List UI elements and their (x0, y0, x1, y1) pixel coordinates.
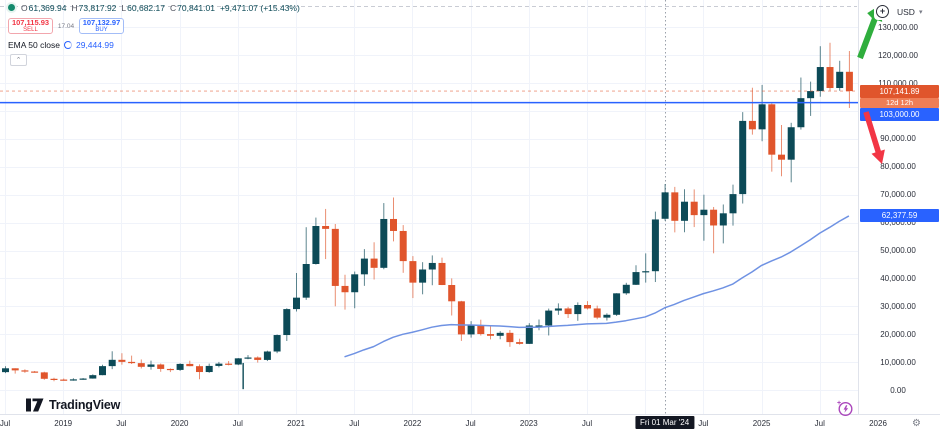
current-price-label: 107,141.89 (860, 84, 939, 98)
price-tick-label: 0.00 (890, 385, 906, 395)
high-value: 73,817.92 (78, 2, 117, 13)
trade-panel: 107,115.93 SELL 17.04 107,132.97 BUY (8, 18, 124, 34)
change-value: +9,471.07 (+15.43%) (219, 2, 300, 13)
time-tick-label: Jul (116, 419, 127, 428)
close-label: C (169, 2, 177, 13)
tradingview-attribution[interactable]: TradingView (26, 398, 120, 412)
price-tick-label: 120,000.00 (877, 50, 919, 60)
gear-icon[interactable]: ⚙ (912, 418, 921, 429)
time-tick-label: 2026 (869, 419, 887, 428)
plus-circle-icon: + (876, 5, 889, 18)
ema-price-label: 62,377.59 (860, 209, 939, 223)
chevron-up-icon: ⌃ (15, 57, 22, 64)
price-tick-label: 30,000.00 (880, 301, 916, 311)
ema-title: EMA 50 close (8, 40, 60, 50)
currency-dropdown[interactable]: USD ▾ (897, 7, 922, 17)
time-tick-label: Jul (814, 419, 825, 428)
topright-controls: + USD ▾ (874, 3, 922, 20)
time-tick-label: 2022 (403, 419, 422, 428)
ema-crosshair-value: 29,444.99 (75, 40, 114, 50)
price-tick-label: 20,000.00 (880, 329, 916, 339)
spread-value: 17.04 (57, 22, 75, 30)
tradingview-logo-icon (26, 398, 44, 412)
low-value: 60,682.17 (127, 2, 165, 13)
sell-price: 107,115.93 (11, 17, 50, 27)
chevron-down-icon: ▾ (918, 8, 923, 16)
sell-label: SELL (23, 27, 38, 34)
close-value: 70,841.01 (177, 2, 215, 13)
price-tick-label: 10,000.00 (880, 357, 916, 367)
buy-label: BUY (95, 27, 108, 34)
crosshair-date-label: Fri 01 Mar '24 (635, 416, 695, 429)
sell-button[interactable]: 107,115.93 SELL (8, 18, 53, 34)
price-tick-label: 60,000.00 (880, 218, 916, 228)
price-tick-label: 40,000.00 (880, 273, 916, 283)
time-tick-label: 2023 (519, 419, 538, 428)
time-tick-label: Jul (581, 419, 593, 428)
lightning-replay-icon[interactable]: + (836, 399, 854, 417)
price-tick-label: 90,000.00 (880, 134, 916, 144)
bar-countdown-label: 12d 12h (860, 97, 939, 108)
price-chart-canvas[interactable] (0, 0, 858, 414)
price-tick-label: 50,000.00 (880, 246, 916, 255)
collapse-legend-button[interactable]: ⌃ (10, 54, 27, 66)
time-tick-label: 2025 (752, 419, 771, 428)
time-tick-label: Jul (349, 419, 360, 428)
loading-spinner-icon (63, 41, 72, 49)
ohlc-legend-row[interactable]: O 61,369.94 H 73,817.92 L 60,682.17 C 70… (8, 2, 300, 13)
price-tick-label: 80,000.00 (880, 162, 916, 172)
currency-label: USD (897, 6, 915, 17)
time-tick-label: 2020 (170, 419, 189, 428)
horizontal-line-price-label: 103,000.00 (860, 107, 939, 121)
buy-price: 107,132.97 (82, 17, 121, 27)
tradingview-wordmark: TradingView (49, 398, 121, 412)
svg-text:+: + (837, 400, 841, 407)
low-label: L (121, 2, 127, 13)
time-tick-label: Jul (698, 419, 709, 428)
open-value: 61,369.94 (28, 2, 67, 13)
time-axis[interactable]: Fri 01 Mar '24 ⚙ Jul 2019 Jul 2020 Jul 2021 Ju… (0, 414, 940, 434)
chart-legend: O 61,369.94 H 73,817.92 L 60,682.17 C 70… (8, 2, 300, 66)
time-tick-label: Jul (232, 419, 243, 428)
price-axis[interactable]: 107,141.89 12d 12h 103,000.00 62,377.59 … (858, 0, 940, 414)
ema-indicator-legend[interactable]: EMA 50 close 29,444.99 (8, 40, 114, 50)
price-tick-label: 130,000.00 (877, 22, 919, 32)
buy-button[interactable]: 107,132.97 BUY (79, 18, 124, 34)
market-status-dot (8, 4, 15, 11)
price-tick-label: 110,000.00 (878, 78, 918, 88)
high-label: H (71, 2, 78, 13)
open-label: O (21, 2, 28, 13)
time-tick-label: 2019 (54, 419, 73, 428)
add-alert-plus-button[interactable]: + (874, 3, 891, 20)
time-tick-label: Jul (465, 419, 476, 428)
price-tick-label: 70,000.00 (880, 190, 916, 200)
time-tick-label: Jul (0, 419, 11, 428)
time-tick-label: 2021 (287, 419, 305, 428)
